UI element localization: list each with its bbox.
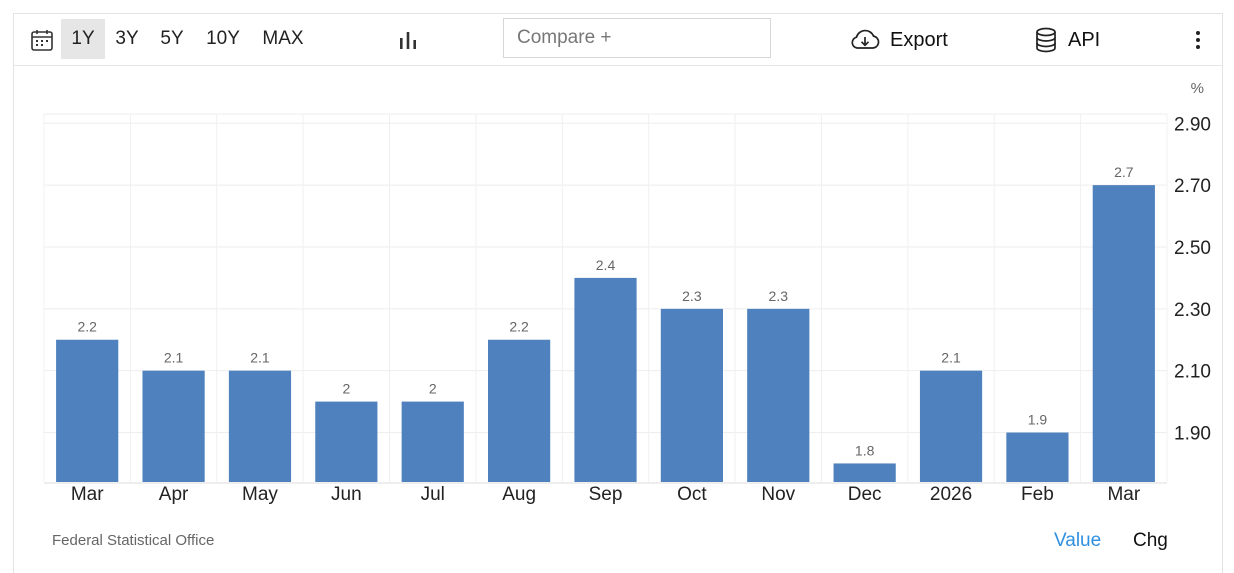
database-icon: [1036, 27, 1056, 53]
y-tick-label: 2.70: [1174, 176, 1211, 197]
x-tick-label: Jun: [331, 484, 362, 505]
data-label: 2.2: [77, 319, 97, 335]
data-label: 2: [342, 381, 350, 397]
x-tick-label: Dec: [848, 484, 882, 505]
more-vertical-icon[interactable]: [1190, 14, 1206, 66]
chart-axes: 1.90 2.10 2.30 2.50 2.70 2.90 Mar Apr May Jun Jul A…: [44, 114, 1211, 505]
data-label: 2.1: [941, 350, 961, 366]
bar: [56, 339, 119, 482]
x-tick-label: Feb: [1021, 484, 1054, 505]
range-1y-button[interactable]: 1Y: [61, 19, 105, 59]
bar: [1092, 185, 1155, 483]
y-axis-unit: %: [1191, 80, 1204, 97]
data-label: 1.9: [1028, 412, 1048, 428]
data-label: 2.3: [769, 288, 789, 304]
range-10y-button[interactable]: 10Y: [206, 28, 240, 49]
x-tick-label: 2026: [930, 484, 972, 505]
data-label: 2: [429, 381, 437, 397]
bar: [833, 463, 896, 482]
bar: [574, 277, 637, 482]
x-tick-label: Oct: [677, 484, 707, 505]
bar: [660, 308, 723, 482]
bar: [142, 370, 205, 482]
value-toggle[interactable]: Value: [1054, 530, 1102, 551]
calendar-icon[interactable]: [28, 14, 56, 66]
bar-chart-icon[interactable]: [396, 14, 420, 66]
bar: [401, 401, 464, 482]
bar: [488, 339, 551, 482]
chart-toolbar: 1Y 3Y 5Y 10Y MAX Compare + Export API: [14, 14, 1223, 66]
x-tick-label: Jul: [421, 484, 445, 505]
cloud-download-icon: [851, 29, 880, 49]
chart-bars: 2.2 2.1 2.1 2 2 2.2 2.4 2.3 2.3 1.8 2.1 1.9 2.7: [56, 164, 1155, 483]
data-label: 2.2: [509, 319, 529, 335]
x-tick-label: Apr: [159, 484, 189, 505]
y-tick-label: 2.30: [1174, 300, 1211, 321]
data-label: 2.7: [1114, 164, 1134, 180]
x-tick-label: May: [242, 484, 278, 505]
x-tick-label: Aug: [502, 484, 536, 505]
data-label: 2.3: [682, 288, 702, 304]
source-attribution: Federal Statistical Office: [52, 532, 215, 549]
range-max-button[interactable]: MAX: [262, 28, 304, 49]
compare-input[interactable]: Compare +: [503, 18, 771, 58]
data-label: 2.1: [250, 350, 270, 366]
data-label: 2.4: [596, 257, 616, 273]
chg-toggle[interactable]: Chg: [1133, 530, 1168, 551]
x-tick-label: Mar: [71, 484, 104, 505]
y-tick-label: 2.10: [1174, 362, 1211, 383]
bar: [1006, 432, 1069, 482]
bar: [747, 308, 810, 482]
bar: [228, 370, 292, 482]
chart-panel: [13, 13, 1223, 573]
api-label: API: [1068, 28, 1101, 51]
export-button[interactable]: Export: [849, 14, 948, 66]
bar: [315, 401, 378, 482]
data-label: 2.1: [164, 350, 184, 366]
y-tick-label: 2.50: [1174, 238, 1211, 259]
y-tick-label: 1.90: [1174, 424, 1211, 445]
range-3y-button[interactable]: 3Y: [115, 28, 139, 49]
y-tick-label: 2.90: [1174, 114, 1211, 135]
data-label: 1.8: [855, 442, 875, 458]
bar: [919, 370, 983, 482]
x-tick-label: Sep: [589, 484, 623, 505]
x-tick-label: Mar: [1107, 484, 1140, 505]
x-tick-label: Nov: [761, 484, 795, 505]
export-label: Export: [890, 28, 948, 51]
range-5y-button[interactable]: 5Y: [160, 28, 184, 49]
api-button[interactable]: API: [1034, 14, 1100, 66]
bar-chart: 2.2 2.1 2.1 2 2 2.2 2.4 2.3 2.3 1.8 2.1 1.9 2.7 1.90…: [43, 80, 1211, 505]
